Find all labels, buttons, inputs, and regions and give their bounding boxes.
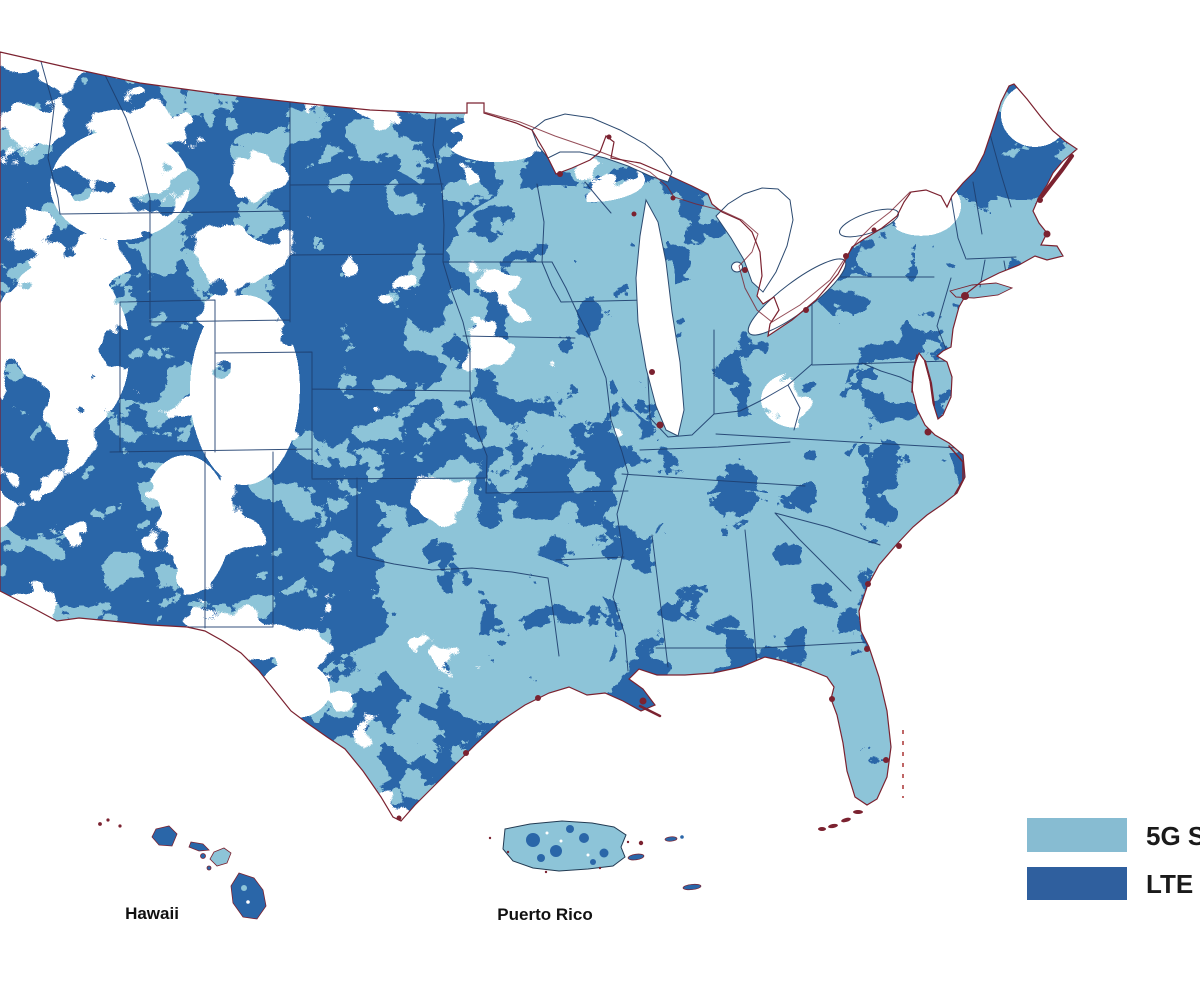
hawaii-label: Hawaii xyxy=(125,904,179,923)
island-culebra xyxy=(638,840,644,846)
island-maui xyxy=(209,847,232,867)
pr-lte-patches xyxy=(526,825,609,865)
island-detail xyxy=(241,885,247,891)
lake-michigan xyxy=(635,198,685,437)
pr-edge-specks xyxy=(488,836,630,874)
island-kahoolawe xyxy=(206,865,212,871)
island-st-croix xyxy=(682,883,702,891)
us-map xyxy=(0,51,1078,831)
island-vieques xyxy=(627,853,645,861)
legend-label-5g: 5G S xyxy=(1146,821,1200,851)
island-kauai xyxy=(151,825,178,847)
pr-gap-dots xyxy=(545,831,590,857)
puerto-rico-inset: Puerto Rico xyxy=(488,820,702,924)
island-detail xyxy=(246,900,250,904)
coastal-accents xyxy=(396,134,1074,831)
lake-huron xyxy=(715,187,794,293)
island-shape xyxy=(98,822,102,826)
puerto-rico-label: Puerto Rico xyxy=(497,905,592,924)
island-oahu xyxy=(188,841,210,852)
legend-swatch-5g xyxy=(1027,818,1127,852)
legend-swatch-lte xyxy=(1027,867,1127,900)
legend-label-lte: LTE xyxy=(1146,869,1193,899)
island-shape xyxy=(118,824,122,828)
island-puerto-rico xyxy=(502,820,627,872)
island-hawaii-big xyxy=(230,872,267,920)
island-shape xyxy=(106,818,110,822)
island-st-john xyxy=(680,835,684,839)
island-lanai xyxy=(200,853,206,859)
island-st-thomas xyxy=(664,836,678,842)
hawaii-inset: Hawaii xyxy=(98,818,267,923)
coverage-legend: 5G S LTE xyxy=(1027,818,1200,900)
